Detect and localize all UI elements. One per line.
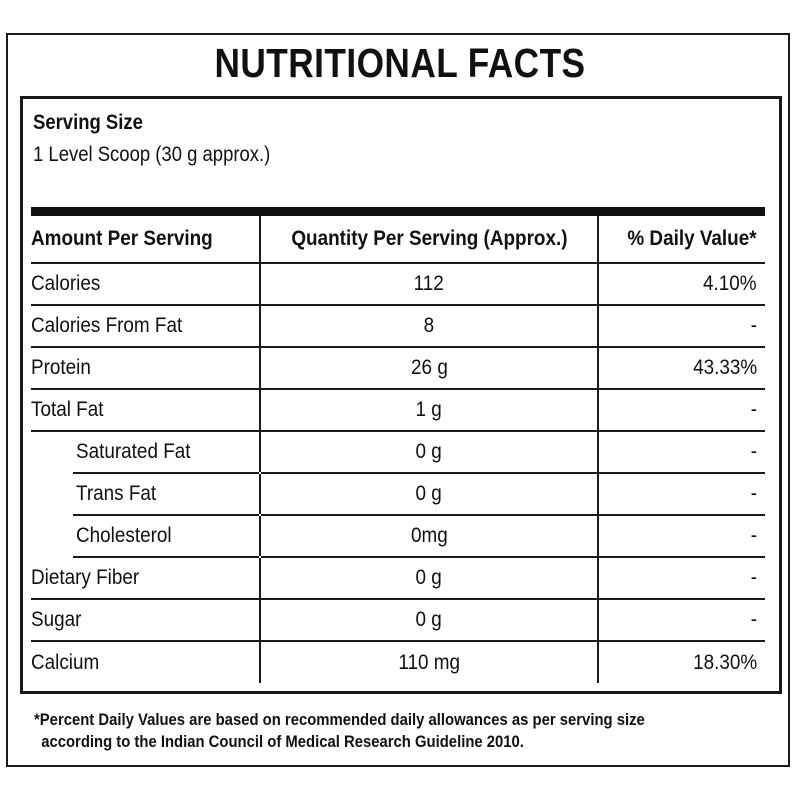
- table-row: Dietary Fiber 0 g-: [31, 557, 765, 600]
- header-daily-value: % Daily Value*: [598, 216, 765, 264]
- nutrient-daily-value: -: [598, 557, 765, 600]
- nutrient-name: Cholesterol: [31, 515, 261, 558]
- label-inner-frame: [20, 96, 782, 694]
- nutrient-name: Protein: [31, 347, 261, 390]
- footnote-line-1: *Percent Daily Values are based on recom…: [34, 711, 645, 729]
- nutrient-quantity: 0 g: [260, 599, 599, 642]
- header-amount-per-serving: Amount Per Serving: [31, 216, 261, 264]
- table-row: Trans Fat 0 g-: [31, 473, 765, 516]
- table-header-row: Amount Per Serving Quantity Per Serving …: [31, 216, 765, 264]
- nutrient-name: Dietary Fiber: [31, 557, 261, 600]
- nutrient-quantity: 0 g: [260, 557, 599, 600]
- nutrient-quantity: 0 g: [260, 473, 599, 516]
- nutrition-table: Amount Per Serving Quantity Per Serving …: [31, 216, 765, 683]
- header-quantity-per-serving: Quantity Per Serving (Approx.): [260, 216, 599, 264]
- nutrient-name: Calories: [31, 263, 261, 306]
- label-outer-frame: [6, 33, 790, 767]
- nutrient-daily-value: -: [598, 389, 765, 432]
- nutrient-daily-value: -: [598, 515, 765, 558]
- nutrient-daily-value: 4.10%: [598, 263, 765, 306]
- nutrient-daily-value: -: [598, 473, 765, 516]
- thick-divider: [31, 207, 765, 216]
- table-row: Sugar 0 g-: [31, 599, 765, 642]
- nutrient-quantity: 8: [260, 305, 599, 348]
- footnote: *Percent Daily Values are based on recom…: [34, 709, 781, 753]
- nutrient-name: Calcium: [31, 641, 261, 683]
- nutrient-daily-value: 43.33%: [598, 347, 765, 390]
- nutrient-name: Calories From Fat: [31, 305, 261, 348]
- nutrient-quantity: 0 g: [260, 431, 599, 474]
- footnote-line-2: according to the Indian Council of Medic…: [41, 733, 524, 751]
- nutrient-quantity: 0mg: [260, 515, 599, 558]
- nutrient-quantity: 1 g: [260, 389, 599, 432]
- nutrient-daily-value: -: [598, 305, 765, 348]
- nutrient-name: Saturated Fat: [31, 431, 261, 474]
- serving-size-value: 1 Level Scoop (30 g approx.): [33, 143, 271, 166]
- nutrient-name: Total Fat: [31, 389, 261, 432]
- table-row: Cholesterol 0mg -: [31, 515, 765, 558]
- nutrient-daily-value: -: [598, 431, 765, 474]
- table-row: Protein 26 g 43.33%: [31, 347, 765, 390]
- serving-size-label: Serving Size: [33, 111, 143, 134]
- nutrient-quantity: 26 g: [260, 347, 599, 390]
- label-title: NUTRITIONAL FACTS: [214, 40, 586, 86]
- nutrient-quantity: 112: [260, 263, 599, 306]
- nutrient-name: Trans Fat: [31, 473, 261, 516]
- nutrient-daily-value: 18.30%: [692, 650, 757, 674]
- nutrient-quantity: 110 mg: [260, 641, 599, 683]
- table-row: Total Fat 1 g-: [31, 389, 765, 432]
- table-row: Saturated Fat 0 g-: [31, 431, 765, 474]
- table-row: Calories 112 4.10%: [31, 263, 765, 306]
- table-row: Calories From Fat 8-: [31, 305, 765, 348]
- nutrient-daily-value: -: [598, 599, 765, 642]
- nutrient-name: Sugar: [31, 599, 261, 642]
- table-row: Calcium 110 mg 18.30%: [31, 641, 765, 683]
